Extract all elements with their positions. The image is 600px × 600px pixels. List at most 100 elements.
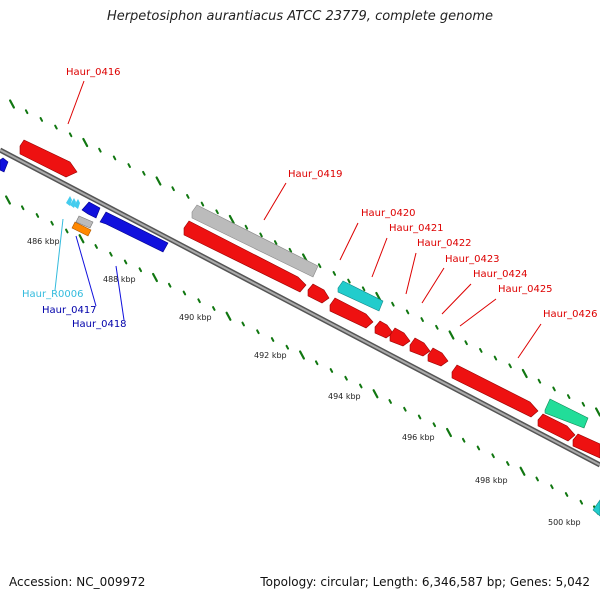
tick-minor (182, 290, 187, 296)
label-haur-0423: Haur_0423 (445, 254, 500, 265)
label-haur-0420: Haur_0420 (361, 208, 416, 219)
gene-haur-0426[interactable] (451, 364, 539, 418)
tick-minor (50, 220, 54, 226)
tick-minor (138, 267, 143, 273)
tick-major (78, 234, 85, 244)
tick-minor (347, 278, 351, 284)
tick-major (228, 214, 235, 225)
gene-blue-left[interactable] (0, 157, 9, 173)
gene-haur-0425[interactable] (427, 347, 449, 367)
tick-minor (65, 228, 69, 234)
tick-minor (142, 170, 146, 176)
label-haur-0425: Haur_0425 (498, 284, 553, 295)
tick-minor (420, 317, 424, 323)
tick-minor (329, 368, 334, 373)
gene-haur-0424[interactable] (409, 337, 431, 357)
tick-minor (537, 378, 542, 384)
tick-major (375, 291, 382, 302)
gene-haur-0418[interactable] (99, 211, 169, 253)
gene-haur-0419-red[interactable] (183, 220, 307, 293)
tick-minor (332, 270, 337, 276)
gene-haur-0421[interactable] (329, 297, 374, 329)
tick-minor (491, 453, 495, 459)
tick-minor (535, 476, 539, 482)
tick-minor (461, 437, 466, 443)
scale-label-496: 496 kbp (402, 433, 435, 442)
tick-minor (405, 309, 410, 315)
tick-minor (435, 324, 439, 330)
tick-minor (506, 461, 510, 466)
gene-cyan-right[interactable] (592, 499, 600, 517)
reverse-genes (0, 157, 600, 517)
tick-minor (285, 344, 290, 350)
tick-minor (288, 247, 293, 253)
gene-green[interactable] (544, 398, 589, 429)
label-leaders (54, 80, 542, 359)
scale-label-498: 498 kbp (475, 476, 508, 485)
tick-major (155, 176, 162, 186)
label-haur-0424: Haur_0424 (473, 269, 528, 280)
tick-minor (566, 394, 571, 400)
tick-minor (197, 298, 201, 304)
tick-minor (54, 124, 58, 130)
scale-labels: 486 kbp 488 kbp 490 kbp 492 kbp 494 kbp … (27, 237, 581, 527)
tick-minor (109, 251, 113, 257)
tick-minor (127, 163, 131, 169)
forward-genes (19, 139, 600, 459)
tick-minor (564, 492, 569, 497)
tick-major (5, 195, 11, 205)
tick-minor (39, 116, 44, 122)
tick-minor (581, 401, 586, 407)
tick-minor (508, 363, 512, 369)
gene-orange[interactable] (71, 221, 92, 237)
gene-grey-small[interactable] (75, 215, 94, 229)
rna-haur-r0006[interactable] (66, 196, 80, 209)
label-haur-0421: Haur_0421 (389, 223, 444, 234)
label-haur-0416: Haur_0416 (66, 67, 121, 78)
tick-major (152, 272, 158, 283)
tick-major (9, 99, 15, 109)
tick-minor (391, 301, 395, 307)
tick-minor (24, 109, 29, 115)
gene-haur-0419[interactable] (191, 204, 319, 278)
tick-major (519, 466, 526, 476)
scale-label-500: 500 kbp (548, 518, 581, 527)
tick-minor (241, 321, 245, 327)
tick-minor (94, 244, 98, 249)
gene-labels: Haur_0416 Haur_0419 Haur_0420 Haur_0421 … (22, 67, 598, 330)
scale-label-488: 488 kbp (103, 275, 136, 284)
tick-major (225, 311, 232, 321)
tick-minor (464, 340, 468, 346)
tick-major (521, 368, 528, 379)
tick-minor (388, 399, 392, 404)
gene-red-right-a[interactable] (537, 413, 576, 442)
tick-minor (215, 209, 219, 215)
tick-major (446, 427, 452, 438)
tick-minor (68, 132, 73, 138)
tick-major (299, 350, 305, 360)
tick-minor (403, 406, 407, 412)
tick-major (595, 407, 600, 417)
tick-minor (361, 286, 366, 292)
gene-red-right-b[interactable] (572, 433, 600, 459)
gene-haur-0417[interactable] (81, 201, 101, 219)
label-haur-0426: Haur_0426 (543, 309, 598, 320)
gene-haur-0420[interactable] (307, 283, 330, 304)
tick-major (82, 137, 89, 148)
tick-minor (317, 263, 322, 269)
tick-major (372, 389, 379, 399)
tick-minor (35, 213, 40, 218)
tick-minor (112, 155, 117, 161)
tick-minor (273, 240, 278, 246)
tick-minor (479, 347, 483, 353)
tick-minor (344, 375, 348, 381)
gene-haur-0423[interactable] (389, 327, 411, 347)
gene-haur-0416[interactable] (19, 139, 78, 178)
gene-haur-0420-cyan[interactable] (337, 280, 384, 312)
scale-label-494: 494 kbp (328, 392, 361, 401)
tick-minor (259, 232, 263, 238)
tick-minor (432, 422, 437, 428)
tick-minor (493, 355, 498, 361)
tick-minor (579, 499, 584, 505)
